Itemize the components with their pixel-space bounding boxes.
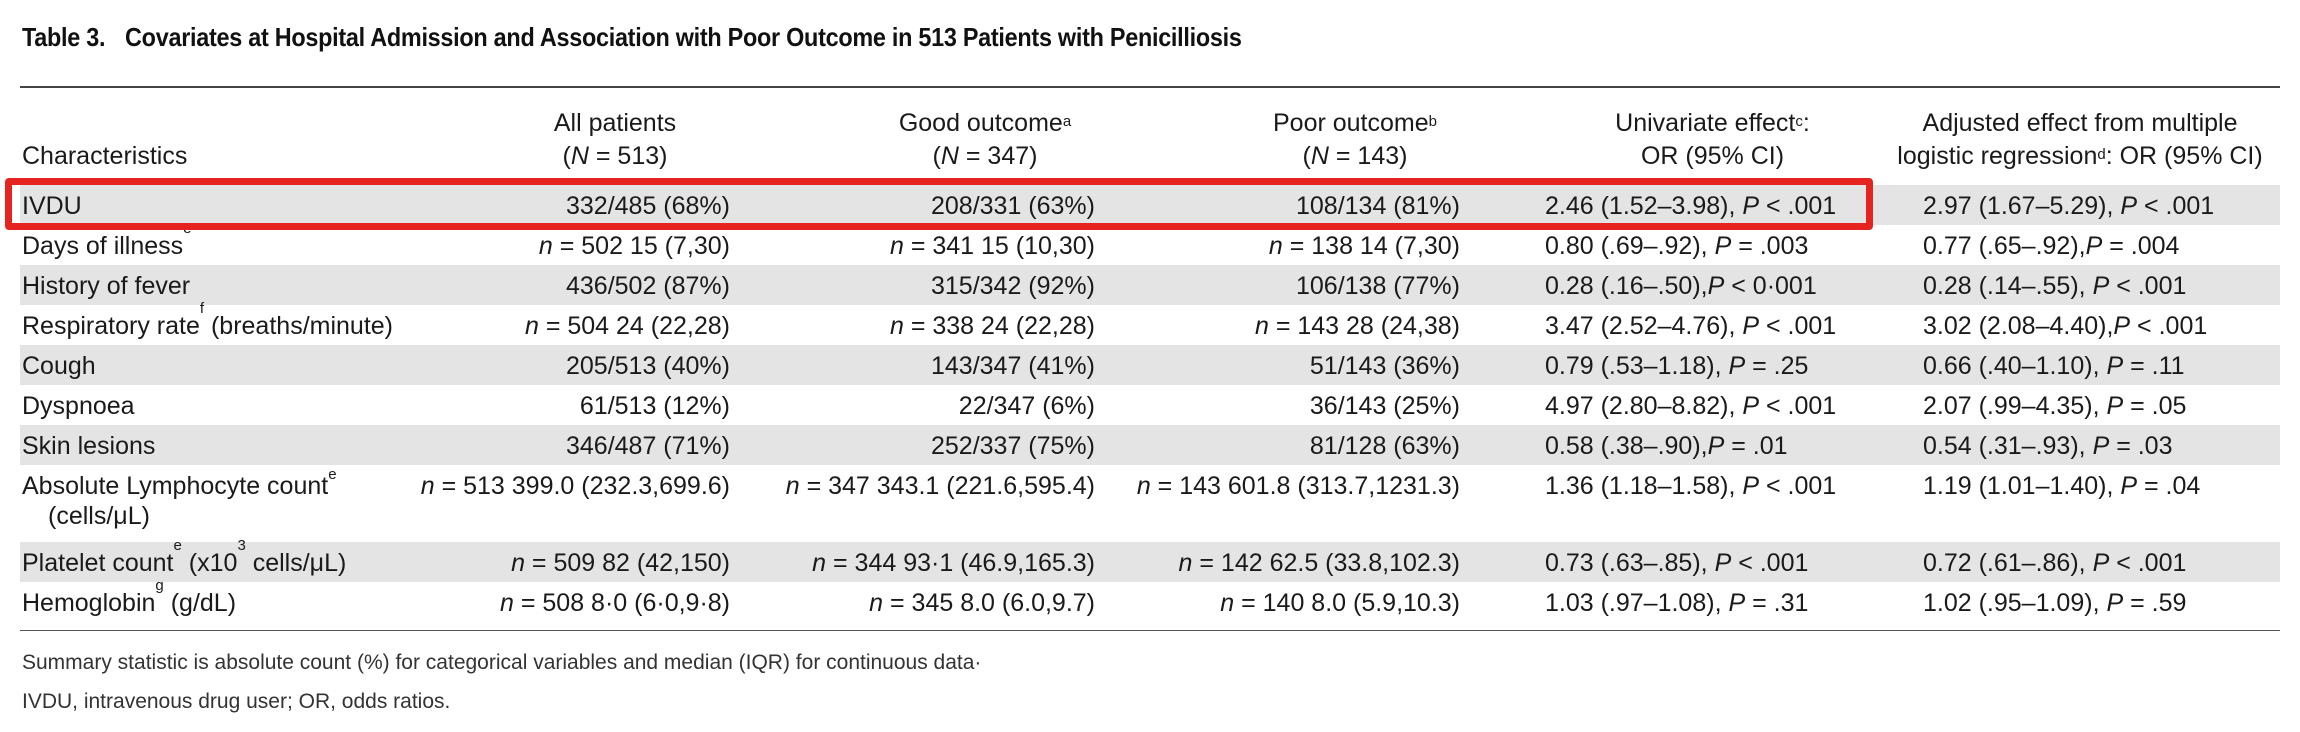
table-title: Table 3. Covariates at Hospital Admission… xyxy=(22,22,1242,53)
bottom-rule xyxy=(20,630,2280,631)
table-number: Table 3. xyxy=(22,22,106,52)
table-row: Absolute Lymphocyte counte (cells/μL) n =… xyxy=(22,466,2201,530)
table-row: Platelet counte (x103 cells/μL) n = 509 … xyxy=(20,538,2280,582)
header-characteristics: Characteristics xyxy=(22,142,188,170)
table-row: IVDU 332/485 (68%) 208/331 (63%) 108/134… xyxy=(20,185,2280,225)
table-row: Dyspnoea 61/513 (12%) 22/347 (6%) 36/143… xyxy=(22,392,2187,420)
table-row: Respiratory ratef (breaths/minute) n = 5… xyxy=(22,300,2208,340)
header-adjusted-effect: Adjusted effect from multiple logistic r… xyxy=(1897,109,2263,170)
header-poor-outcome: Poor outcomeb (N = 143) xyxy=(1273,109,1437,170)
table-title-text: Covariates at Hospital Admission and Ass… xyxy=(125,22,1242,52)
header-good-outcome: Good outcomea (N = 347) xyxy=(898,109,1072,170)
table-row: Cough 205/513 (40%) 143/347 (41%) 51/143… xyxy=(20,345,2280,385)
ivdu-row-highlight xyxy=(5,178,1873,230)
header-all-patients: All patients (N = 513) xyxy=(553,109,677,170)
header-univariate-effect: Univariate effectc: OR (95% CI) xyxy=(1615,109,1810,170)
table-footnote: Summary statistic is absolute count (%) … xyxy=(22,651,982,674)
table-row: Days of illnesse n = 502 15 (7,30) n = 3… xyxy=(22,220,2180,260)
table-footnote: IVDU, intravenous drug user; OR, odds ra… xyxy=(22,690,451,713)
table-row: Skin lesions 346/487 (71%) 252/337 (75%)… xyxy=(20,425,2280,465)
table-row: Hemoglobing (g/dL) n = 508 8·0 (6·0,9·8)… xyxy=(22,577,2187,617)
table-row: History of fever 436/502 (87%) 315/342 (… xyxy=(20,265,2280,305)
top-rule xyxy=(20,86,2280,88)
